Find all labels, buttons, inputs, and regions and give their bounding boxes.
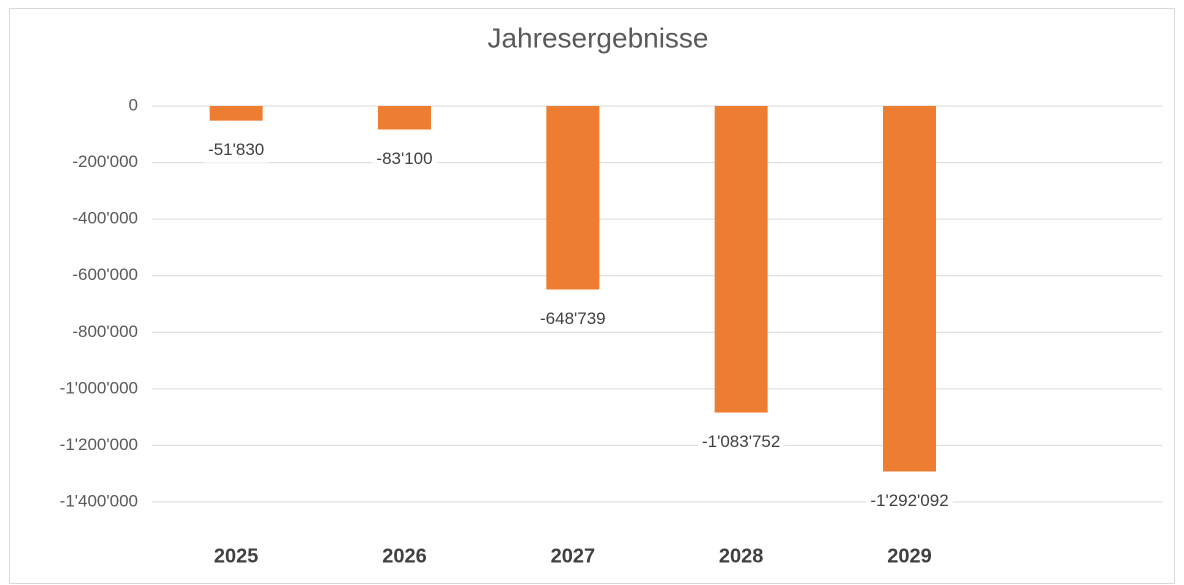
- bar: [209, 106, 263, 121]
- bar: [546, 106, 600, 290]
- data-label-bg: [697, 430, 785, 455]
- data-label: -83'100: [376, 149, 432, 168]
- data-label: -1'292'092: [870, 491, 948, 510]
- y-tick-label: -1'000'000: [60, 378, 138, 397]
- data-label: -51'830: [208, 140, 264, 159]
- data-label-bg: [372, 147, 437, 172]
- chart-border: [9, 8, 1175, 584]
- y-tick-label: -600'000: [72, 265, 138, 284]
- data-label-bg: [204, 138, 269, 163]
- y-tick-label: -1'400'000: [60, 491, 138, 510]
- x-tick-label: 2027: [551, 545, 596, 567]
- x-tick-label: 2026: [382, 545, 427, 567]
- x-tick-label: 2029: [887, 545, 932, 567]
- y-tick-label: -1'200'000: [60, 435, 138, 454]
- bar: [378, 106, 431, 130]
- y-tick-label: -800'000: [72, 322, 138, 341]
- bar: [883, 106, 936, 472]
- x-tick-label: 2025: [214, 545, 259, 567]
- data-label-bg: [866, 489, 953, 514]
- y-tick-label: 0: [129, 95, 138, 114]
- x-tick-label: 2028: [719, 545, 764, 567]
- y-tick-label: -400'000: [72, 209, 138, 228]
- data-label: -648'739: [540, 309, 606, 328]
- data-label: -1'083'752: [702, 432, 780, 451]
- data-label-bg: [536, 307, 610, 332]
- bar: [714, 106, 768, 413]
- y-tick-label: -200'000: [72, 152, 138, 171]
- chart-title: Jahresergebnisse: [487, 22, 708, 53]
